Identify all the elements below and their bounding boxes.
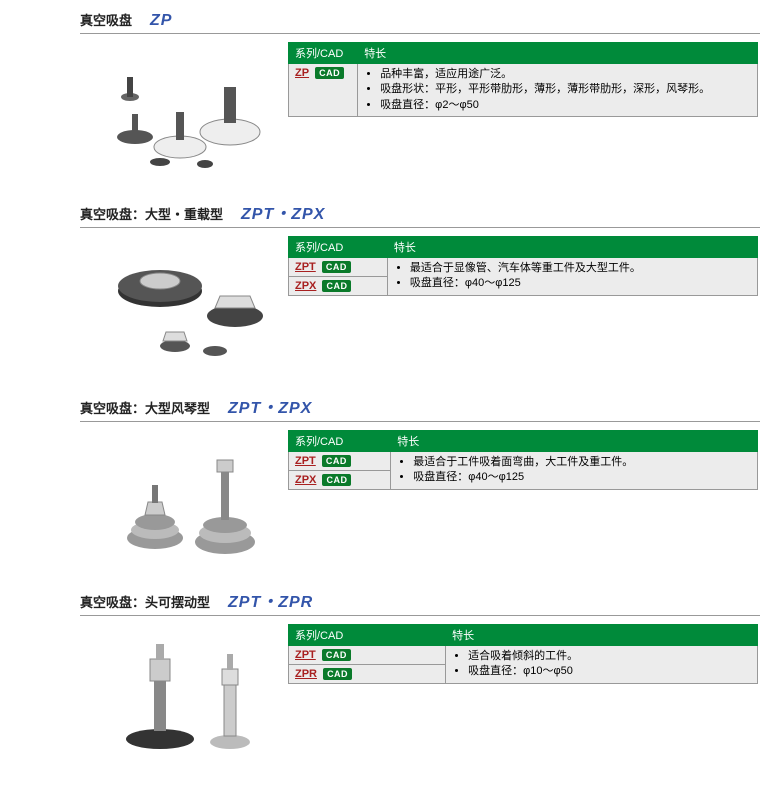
col-header-series: 系列/CAD [289, 625, 446, 646]
section-title-row: 真空吸盘：大型风琴型 ZPT・ZPX [80, 394, 760, 422]
features-list: 最适合于显像管、汽车体等重工件及大型工件。 吸盘直径：φ40～φ125 [394, 261, 751, 292]
vacuum-pads-icon [90, 42, 280, 172]
cad-badge[interactable]: CAD [323, 668, 352, 680]
series-cell: ZPT CAD [289, 452, 391, 471]
series-link-zpt[interactable]: ZPT [295, 649, 316, 661]
section-body: 系列/CAD 特长 ZPT CAD 最适合于显像管、汽车体等重工件及大型工件。 … [20, 236, 760, 366]
product-section-2: 真空吸盘：大型风琴型 ZPT・ZPX 系列/CAD 特长 ZPT CAD [20, 394, 760, 560]
section-body: 系列/CAD 特长 ZPT CAD 最适合于工件吸着面弯曲，大工件及重工件。 吸… [20, 430, 760, 560]
product-section-0: 真空吸盘 ZP 系列/CAD 特长 ZP C [20, 10, 760, 172]
col-header-feature: 特长 [446, 625, 758, 646]
col-header-feature: 特长 [391, 431, 758, 452]
section-title-main: 真空吸盘：大型风琴型 [80, 398, 210, 417]
section-body: 系列/CAD 特长 ZP CAD 品种丰富，适应用途广泛。 吸盘形状：平形，平形… [20, 42, 760, 172]
section-title-code: ZP [150, 12, 172, 30]
section-title-main: 真空吸盘：头可摆动型 [80, 592, 210, 611]
cad-badge[interactable]: CAD [322, 455, 351, 467]
product-info-table: 系列/CAD 特长 ZPT CAD 适合吸着倾斜的工件。 吸盘直径：φ10～φ5… [288, 624, 758, 684]
cad-badge[interactable]: CAD [322, 261, 351, 273]
product-section-1: 真空吸盘：大型・重载型 ZPT・ZPX 系列/CAD 特长 ZPT [20, 200, 760, 366]
product-info-table: 系列/CAD 特长 ZP CAD 品种丰富，适应用途广泛。 吸盘形状：平形，平形… [288, 42, 758, 117]
feature-item: 吸盘直径：φ10～φ50 [468, 664, 751, 679]
feature-item: 吸盘直径：φ40～φ125 [413, 470, 751, 485]
cad-badge[interactable]: CAD [322, 280, 351, 292]
col-header-series: 系列/CAD [289, 237, 388, 258]
section-title-main: 真空吸盘：大型・重载型 [80, 204, 223, 223]
series-link-zpx[interactable]: ZPX [295, 280, 316, 292]
feature-item: 品种丰富，适应用途广泛。 [380, 67, 751, 82]
feature-item: 适合吸着倾斜的工件。 [468, 649, 751, 664]
section-title-code: ZPT・ZPX [241, 200, 325, 224]
series-cell: ZPT CAD [289, 646, 446, 665]
feature-item: 吸盘形状：平形，平形带肋形，薄形，薄形带肋形，深形，风琴形。 [380, 82, 751, 97]
section-title-main: 真空吸盘 [80, 10, 132, 29]
features-list: 品种丰富，适应用途广泛。 吸盘形状：平形，平形带肋形，薄形，薄形带肋形，深形，风… [364, 67, 751, 113]
series-cell: ZP CAD [289, 64, 358, 117]
col-header-feature: 特长 [387, 237, 757, 258]
feature-item: 最适合于显像管、汽车体等重工件及大型工件。 [410, 261, 751, 276]
col-header-series: 系列/CAD [289, 431, 391, 452]
heavy-vacuum-pads-icon [90, 236, 280, 366]
cad-badge[interactable]: CAD [322, 649, 351, 661]
series-link-zpt[interactable]: ZPT [295, 455, 316, 467]
series-cell: ZPT CAD [289, 258, 388, 277]
product-thumbnail [90, 624, 280, 754]
features-cell: 品种丰富，适应用途广泛。 吸盘形状：平形，平形带肋形，薄形，薄形带肋形，深形，风… [358, 64, 758, 117]
series-cell: ZPX CAD [289, 277, 388, 296]
series-link-zpt[interactable]: ZPT [295, 261, 316, 273]
feature-item: 最适合于工件吸着面弯曲，大工件及重工件。 [413, 455, 751, 470]
cad-badge[interactable]: CAD [315, 67, 344, 79]
feature-item: 吸盘直径：φ40～φ125 [410, 276, 751, 291]
product-section-3: 真空吸盘：头可摆动型 ZPT・ZPR 系列/CAD 特长 ZPT CAD [20, 588, 760, 754]
section-title-row: 真空吸盘 ZP [80, 10, 760, 34]
features-cell: 最适合于显像管、汽车体等重工件及大型工件。 吸盘直径：φ40～φ125 [387, 258, 757, 296]
col-header-feature: 特长 [358, 43, 758, 64]
features-list: 适合吸着倾斜的工件。 吸盘直径：φ10～φ50 [452, 649, 751, 680]
features-cell: 最适合于工件吸着面弯曲，大工件及重工件。 吸盘直径：φ40～φ125 [391, 452, 758, 490]
series-cell: ZPX CAD [289, 471, 391, 490]
product-info-table: 系列/CAD 特长 ZPT CAD 最适合于显像管、汽车体等重工件及大型工件。 … [288, 236, 758, 296]
product-thumbnail [90, 42, 280, 172]
section-title-code: ZPT・ZPR [228, 588, 313, 612]
series-cell: ZPR CAD [289, 665, 446, 684]
product-thumbnail [90, 430, 280, 560]
section-title-code: ZPT・ZPX [228, 394, 312, 418]
series-link-zpx[interactable]: ZPX [295, 474, 316, 486]
cad-badge[interactable]: CAD [322, 474, 351, 486]
product-info-table: 系列/CAD 特长 ZPT CAD 最适合于工件吸着面弯曲，大工件及重工件。 吸… [288, 430, 758, 490]
features-list: 最适合于工件吸着面弯曲，大工件及重工件。 吸盘直径：φ40～φ125 [397, 455, 751, 486]
feature-item: 吸盘直径：φ2～φ50 [380, 98, 751, 113]
series-link-zpr[interactable]: ZPR [295, 668, 317, 680]
section-body: 系列/CAD 特长 ZPT CAD 适合吸着倾斜的工件。 吸盘直径：φ10～φ5… [20, 624, 760, 754]
section-title-row: 真空吸盘：头可摆动型 ZPT・ZPR [80, 588, 760, 616]
series-link-zp[interactable]: ZP [295, 67, 309, 79]
product-thumbnail [90, 236, 280, 366]
swivel-vacuum-pads-icon [90, 624, 280, 754]
col-header-series: 系列/CAD [289, 43, 358, 64]
features-cell: 适合吸着倾斜的工件。 吸盘直径：φ10～φ50 [446, 646, 758, 684]
section-title-row: 真空吸盘：大型・重载型 ZPT・ZPX [80, 200, 760, 228]
bellows-vacuum-pads-icon [90, 430, 280, 560]
